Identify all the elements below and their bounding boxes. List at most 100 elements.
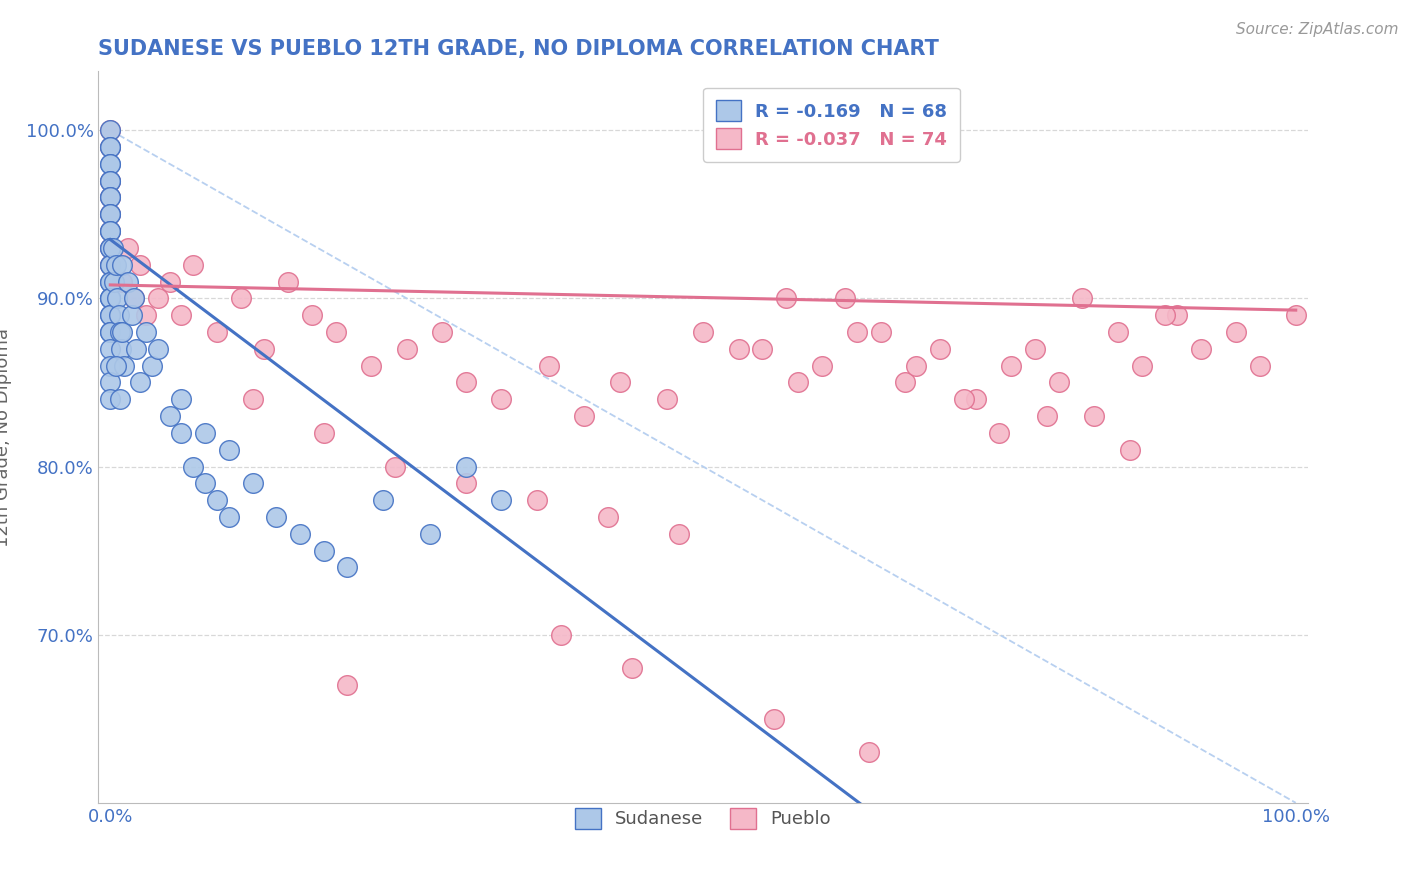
Point [218, 442, 240, 457]
Point [550, 627, 572, 641]
Point [98, 392, 121, 407]
Point [229, 291, 252, 305]
Point [98, 376, 121, 390]
Point [763, 712, 786, 726]
Point [98, 123, 121, 137]
Point [1024, 342, 1046, 356]
Point [952, 392, 974, 407]
Point [692, 325, 714, 339]
Point [371, 493, 394, 508]
Point [105, 258, 128, 272]
Point [170, 425, 193, 440]
Point [1000, 359, 1022, 373]
Point [1249, 359, 1271, 373]
Point [98, 241, 121, 255]
Y-axis label: 12th Grade, No Diploma: 12th Grade, No Diploma [0, 327, 11, 547]
Point [122, 291, 145, 305]
Point [1071, 291, 1094, 305]
Point [108, 325, 131, 339]
Point [1107, 325, 1129, 339]
Point [135, 308, 157, 322]
Point [129, 258, 152, 272]
Point [98, 224, 121, 238]
Point [135, 325, 157, 339]
Point [1189, 342, 1212, 356]
Point [609, 376, 631, 390]
Point [905, 359, 928, 373]
Point [598, 510, 620, 524]
Point [111, 275, 134, 289]
Point [146, 342, 169, 356]
Point [146, 291, 169, 305]
Point [1225, 325, 1247, 339]
Point [395, 342, 418, 356]
Point [1036, 409, 1059, 423]
Point [98, 140, 121, 154]
Point [98, 291, 121, 305]
Point [107, 308, 129, 322]
Point [98, 174, 121, 188]
Point [432, 325, 454, 339]
Point [103, 275, 125, 289]
Point [1166, 308, 1188, 322]
Point [277, 275, 299, 289]
Point [858, 745, 880, 759]
Point [111, 258, 134, 272]
Point [98, 157, 121, 171]
Point [242, 392, 264, 407]
Point [454, 476, 477, 491]
Point [360, 359, 382, 373]
Point [194, 425, 217, 440]
Point [121, 308, 143, 322]
Point [537, 359, 560, 373]
Point [98, 308, 121, 322]
Point [454, 376, 477, 390]
Point [786, 376, 808, 390]
Point [668, 526, 690, 541]
Point [98, 258, 121, 272]
Point [846, 325, 869, 339]
Point [98, 140, 121, 154]
Point [454, 459, 477, 474]
Point [181, 459, 204, 474]
Point [98, 207, 121, 221]
Point [775, 291, 797, 305]
Point [336, 678, 359, 692]
Point [159, 275, 181, 289]
Point [98, 342, 121, 356]
Point [834, 291, 856, 305]
Point [657, 392, 679, 407]
Point [312, 543, 335, 558]
Point [98, 207, 121, 221]
Point [491, 392, 513, 407]
Point [98, 241, 121, 255]
Point [117, 275, 139, 289]
Point [98, 157, 121, 171]
Point [111, 325, 134, 339]
Point [574, 409, 596, 423]
Point [98, 224, 121, 238]
Point [125, 342, 148, 356]
Point [325, 325, 347, 339]
Point [312, 425, 335, 440]
Point [170, 308, 193, 322]
Point [288, 526, 311, 541]
Point [264, 510, 287, 524]
Point [194, 476, 217, 491]
Point [1083, 409, 1105, 423]
Point [751, 342, 773, 356]
Point [98, 308, 121, 322]
Point [205, 325, 228, 339]
Point [253, 342, 276, 356]
Point [98, 224, 121, 238]
Point [98, 291, 121, 305]
Point [98, 275, 121, 289]
Point [114, 359, 136, 373]
Point [101, 241, 124, 255]
Point [242, 476, 264, 491]
Point [105, 359, 128, 373]
Point [98, 207, 121, 221]
Point [620, 661, 643, 675]
Point [965, 392, 987, 407]
Text: SUDANESE VS PUEBLO 12TH GRADE, NO DIPLOMA CORRELATION CHART: SUDANESE VS PUEBLO 12TH GRADE, NO DIPLOM… [98, 38, 939, 59]
